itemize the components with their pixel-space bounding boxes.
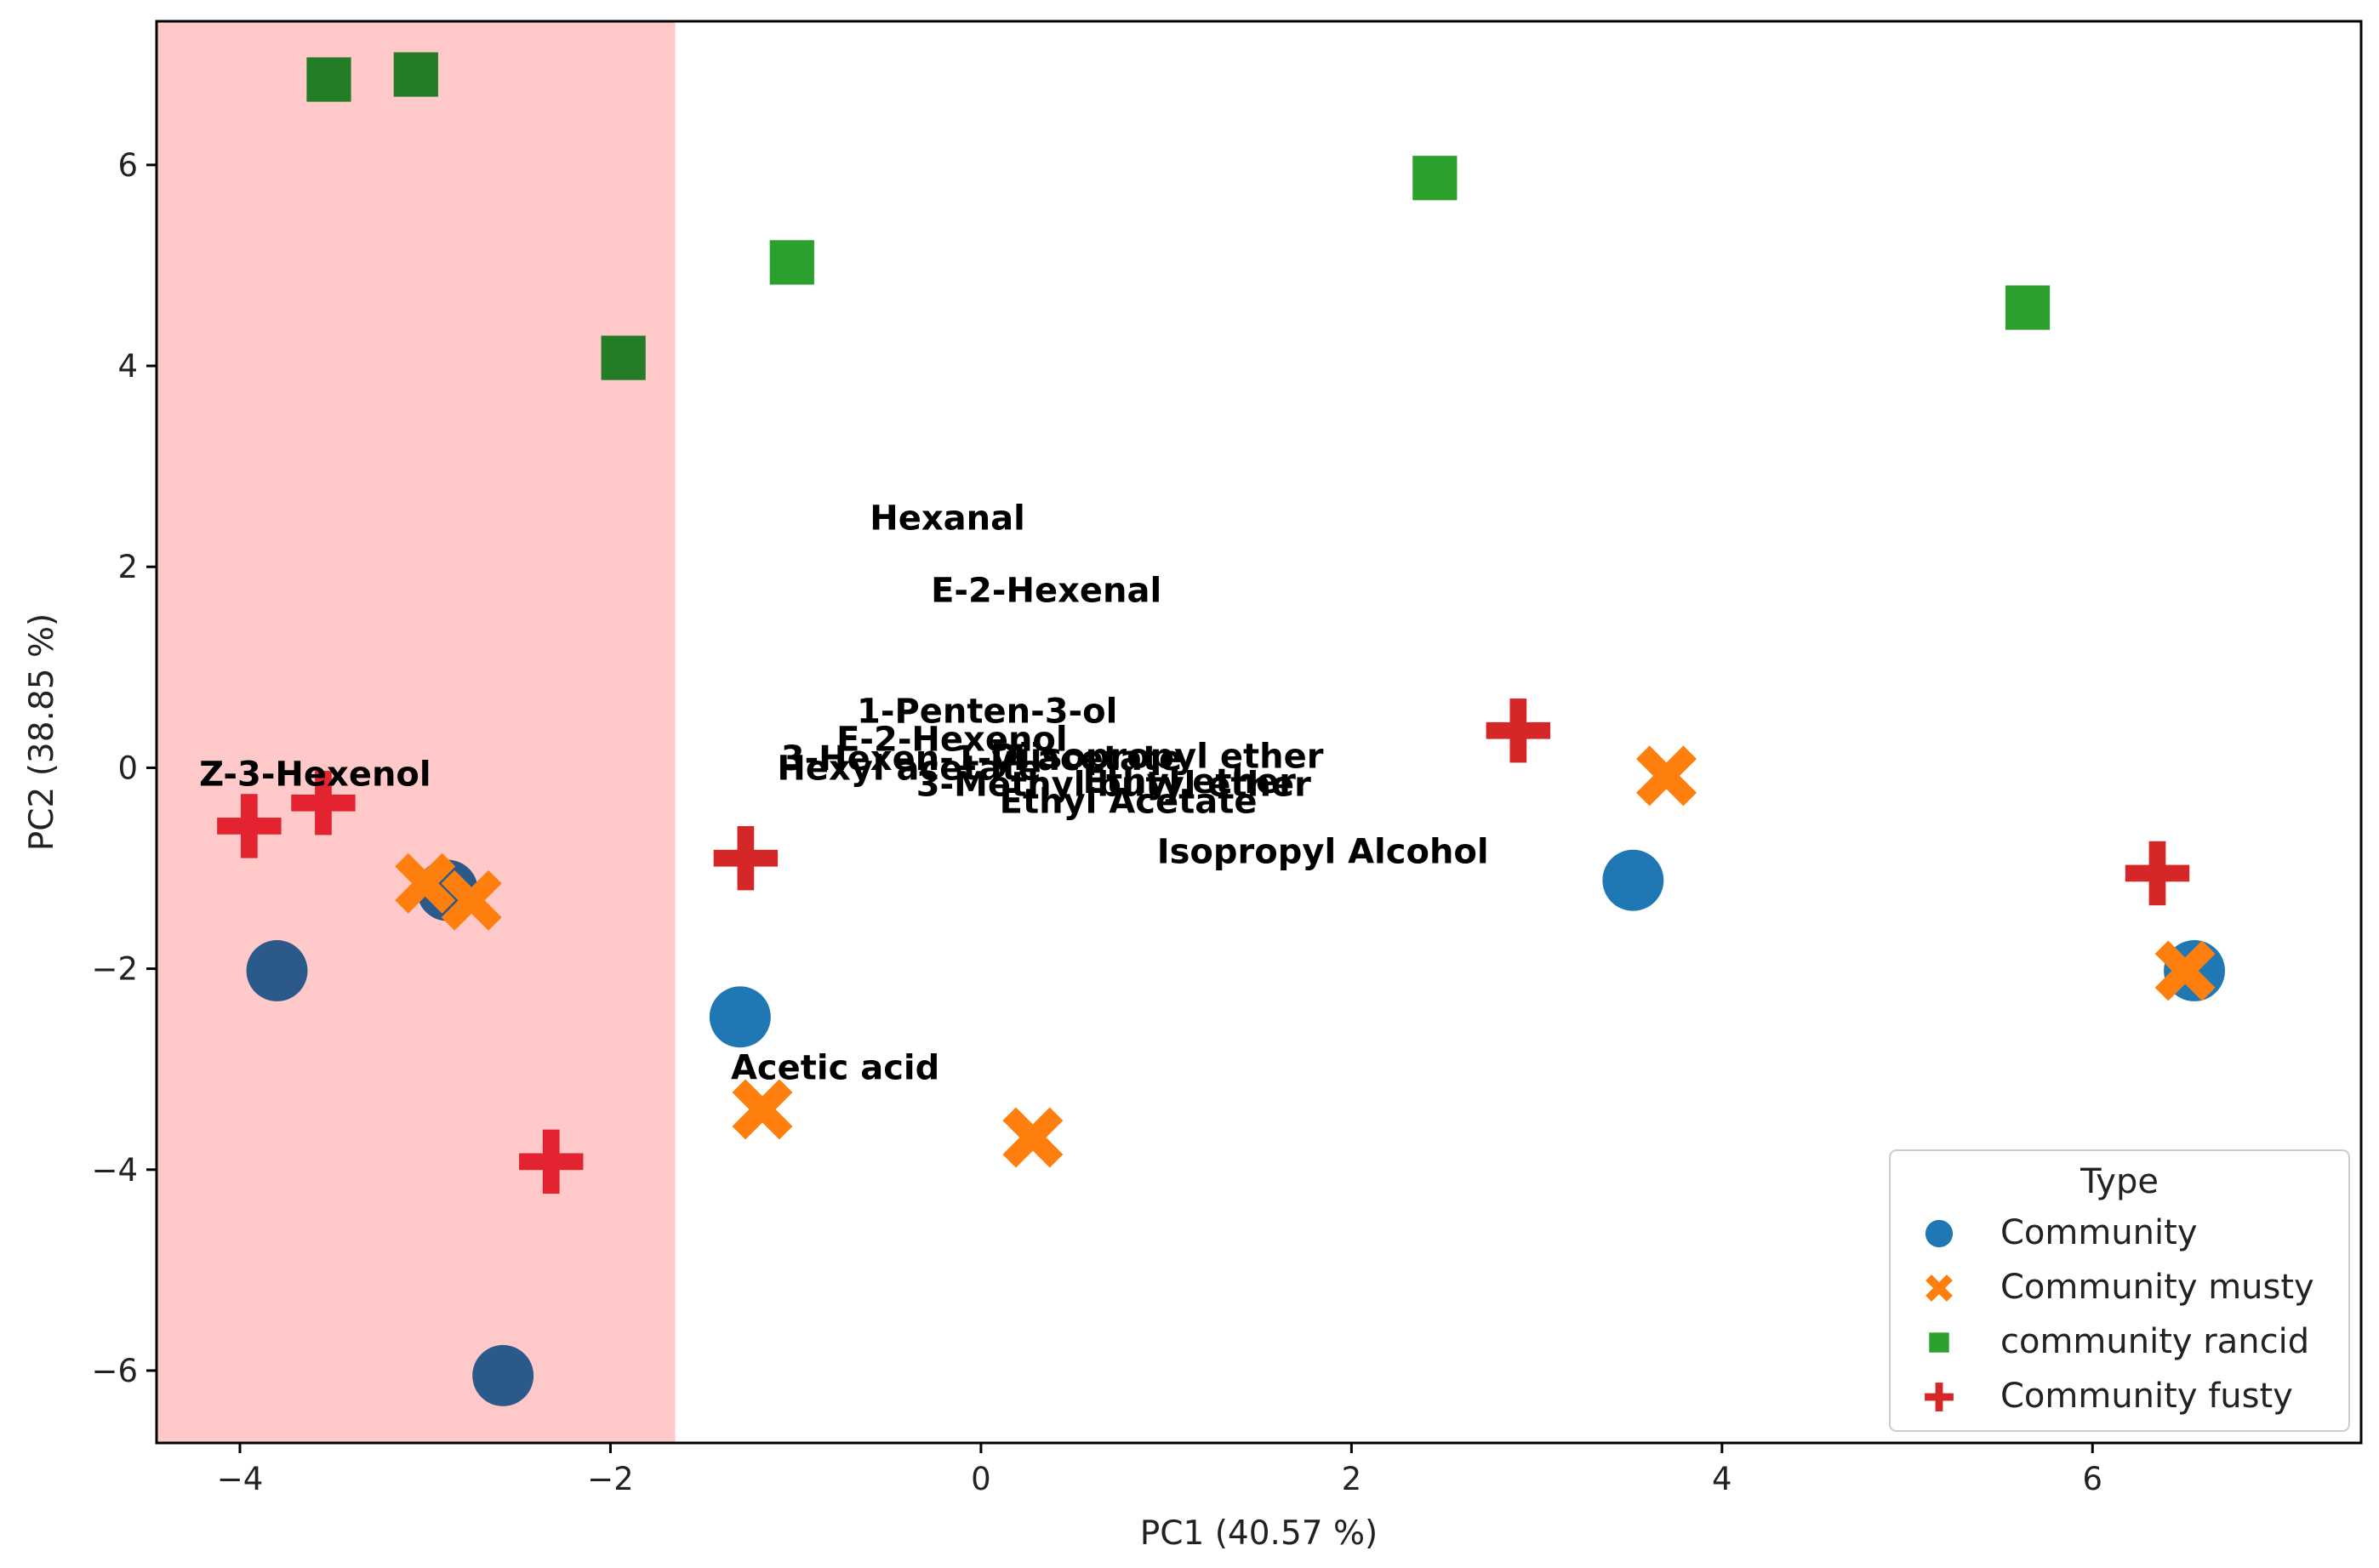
variable-label: Acetic acid xyxy=(731,1049,939,1088)
point-x xyxy=(1636,745,1697,807)
x-tick-label: 2 xyxy=(1342,1461,1362,1497)
variable-label: Z-3-Hexenol xyxy=(199,755,431,795)
point-circle-shape xyxy=(246,940,308,1001)
legend-title: Type xyxy=(2079,1162,2159,1201)
x-tick-label: −4 xyxy=(217,1461,264,1497)
point-square xyxy=(769,240,814,285)
point-plus xyxy=(291,771,356,835)
point-plus-shape xyxy=(315,771,332,835)
point-square-shape xyxy=(601,335,646,380)
legend-items: Community Community musty community rancid… xyxy=(1925,1213,2314,1416)
variable-label: 3-Hexen-1-yl acetate xyxy=(781,739,1182,778)
point-x-shape xyxy=(1636,745,1697,807)
legend-marker-x xyxy=(1925,1274,1953,1302)
data-points-layer xyxy=(217,52,2226,1406)
variable-label: Ethyl Acetate xyxy=(1000,783,1258,822)
legend-item: Community fusty xyxy=(1925,1377,2293,1416)
x-tick-label: 6 xyxy=(2083,1461,2103,1497)
variable-label: Hexanal xyxy=(870,499,1025,539)
point-circle-shape xyxy=(472,1344,534,1406)
point-plus xyxy=(2125,841,2190,906)
point-plus xyxy=(217,794,282,858)
legend-label: Community xyxy=(2000,1213,2198,1252)
point-square-shape xyxy=(1412,156,1458,201)
legend: Type Community Community musty community r… xyxy=(1889,1149,2350,1432)
variable-label: E-2-Hexenol xyxy=(836,720,1068,759)
point-square xyxy=(306,57,351,102)
y-tick-label: 6 xyxy=(117,147,138,184)
point-square-shape xyxy=(769,240,814,285)
legend-marker-x-shape xyxy=(1925,1274,1953,1302)
x-tick-label: 4 xyxy=(1712,1461,1732,1497)
point-square xyxy=(2005,285,2051,330)
legend-item: community rancid xyxy=(1929,1322,2309,1361)
plot-frame xyxy=(155,20,2363,1445)
legend-marker-circle xyxy=(1925,1219,1954,1248)
point-square-shape xyxy=(393,52,438,97)
variable-label: Ethyl ether xyxy=(1083,762,1296,801)
point-x-shape xyxy=(1002,1107,1064,1168)
legend-box xyxy=(1889,1149,2350,1432)
x-axis: −4 −2 0 2 4 6 xyxy=(217,1443,2102,1497)
x-tick-label: 0 xyxy=(971,1461,991,1497)
point-plus xyxy=(1486,698,1551,763)
variable-label: 3-Methyl butyl ether xyxy=(916,765,1311,804)
point-circle-shape xyxy=(709,986,771,1048)
point-x xyxy=(395,852,456,914)
variable-label: E-2-Hexenal xyxy=(931,572,1161,611)
point-circle xyxy=(709,986,771,1048)
y-tick-label: 0 xyxy=(117,750,138,786)
point-plus-shape xyxy=(1509,698,1527,763)
legend-item: Community musty xyxy=(1925,1268,2314,1307)
point-plus xyxy=(713,826,779,891)
legend-marker-plus-shape xyxy=(1935,1383,1943,1411)
legend-label: Community fusty xyxy=(2000,1377,2293,1416)
point-plus xyxy=(519,1129,584,1195)
y-tick-label: −2 xyxy=(91,951,138,988)
point-x-shape xyxy=(441,870,502,931)
x-axis-title: PC1 (40.57 %) xyxy=(1140,1514,1378,1553)
point-x xyxy=(2154,940,2216,1001)
point-x xyxy=(441,870,502,931)
point-x xyxy=(1002,1107,1064,1168)
point-plus-shape xyxy=(737,826,755,891)
y-tick-label: 4 xyxy=(117,348,138,385)
variable-label: 1-Penten-3-ol xyxy=(857,692,1117,731)
point-circle xyxy=(472,1344,534,1406)
y-tick-label: 2 xyxy=(117,549,138,585)
point-plus-shape xyxy=(241,794,258,858)
legend-marker-plus xyxy=(1925,1383,1954,1411)
point-square-shape xyxy=(306,57,351,102)
legend-marker-square xyxy=(1929,1332,1949,1353)
variable-label: Hexyl acetate xyxy=(777,750,1041,789)
legend-label: Community musty xyxy=(2000,1268,2314,1307)
point-square xyxy=(1412,156,1458,201)
point-circle-shape xyxy=(1602,849,1664,911)
y-tick-label: −6 xyxy=(91,1353,138,1389)
variable-labels-layer: Hexanal E-2-Hexenal 1-Penten-3-olE-2-Hexen… xyxy=(199,499,1489,1088)
y-axis-title: PC2 (38.85 %) xyxy=(23,613,61,852)
point-square-shape xyxy=(2005,285,2051,330)
point-x xyxy=(732,1079,793,1140)
highlight-region xyxy=(157,21,676,1443)
point-x-shape xyxy=(732,1079,793,1140)
point-x-shape xyxy=(395,852,456,914)
point-square xyxy=(601,335,646,380)
point-square xyxy=(393,52,438,97)
legend-marker-circle-shape xyxy=(1925,1219,1954,1248)
variable-label: Diisopropyl ether xyxy=(990,737,1324,776)
point-circle xyxy=(246,940,308,1001)
point-plus-shape xyxy=(542,1129,560,1195)
legend-label: community rancid xyxy=(2000,1322,2309,1361)
variable-label: Isopropyl Alcohol xyxy=(1157,833,1489,872)
legend-marker-square-shape xyxy=(1929,1332,1949,1353)
point-plus-shape xyxy=(2148,841,2166,906)
x-tick-label: −2 xyxy=(587,1461,634,1497)
y-tick-label: −4 xyxy=(91,1152,138,1189)
point-circle xyxy=(1602,849,1664,911)
legend-item: Community xyxy=(1925,1213,2198,1252)
point-x-shape xyxy=(2154,940,2216,1001)
y-axis: −6 −4 −2 0 2 4 6 xyxy=(91,147,157,1389)
